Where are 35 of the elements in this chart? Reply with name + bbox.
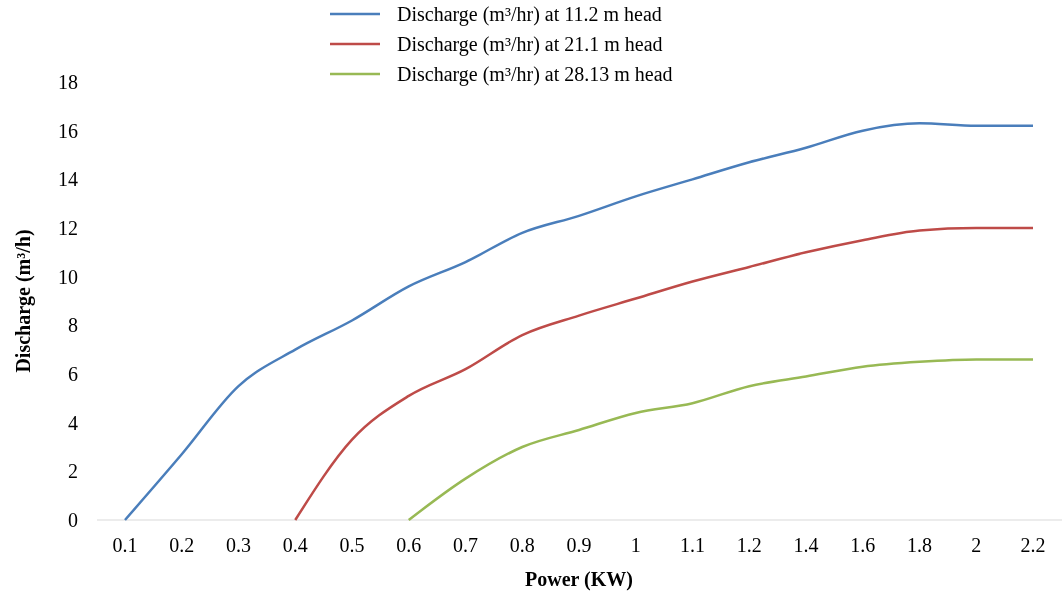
x-tick-label: 0.9 (566, 534, 592, 556)
x-tick-label: 1.1 (680, 534, 705, 556)
x-tick-label: 1.4 (793, 534, 819, 556)
y-tick-label: 6 (68, 363, 78, 385)
x-tick-label: 0.3 (226, 534, 251, 556)
x-tick-label: 1.6 (850, 534, 876, 556)
x-tick-label: 0.2 (169, 534, 195, 556)
y-tick-label: 12 (58, 217, 78, 239)
x-tick-label: 1 (630, 534, 641, 556)
x-tick-label: 0.1 (112, 534, 138, 556)
y-axis-title: Discharge (m³/h) (12, 229, 35, 373)
legend-label: Discharge (m³/hr) at 11.2 m head (397, 3, 662, 26)
x-tick-label: 1.8 (907, 534, 932, 556)
y-tick-label: 2 (68, 460, 78, 483)
line-series (123, 122, 1035, 522)
y-tick-label: 8 (68, 314, 78, 337)
y-tick-label: 18 (58, 71, 78, 93)
line-series (294, 226, 1035, 522)
line-series (407, 358, 1035, 522)
x-tick-label: 0.8 (509, 534, 535, 556)
y-tick-label: 0 (68, 509, 78, 531)
x-tick-label: 0.4 (282, 534, 308, 556)
x-tick-label: 0.6 (396, 534, 422, 556)
y-tick-label: 4 (68, 411, 78, 434)
legend-label: Discharge (m³/hr) at 21.1 m head (397, 33, 663, 56)
y-tick-label: 16 (58, 119, 78, 142)
x-tick-label: 0.7 (453, 534, 478, 556)
x-axis-title: Power (KW) (525, 568, 633, 591)
y-tick-label: 14 (58, 168, 78, 191)
x-tick-label: 2 (971, 534, 982, 556)
x-tick-label: 1.2 (736, 534, 762, 556)
legend-label: Discharge (m³/hr) at 28.13 m head (397, 63, 673, 86)
y-tick-label: 10 (58, 265, 78, 288)
x-tick-label: 0.5 (339, 534, 365, 556)
x-tick-label: 2.2 (1020, 534, 1046, 556)
